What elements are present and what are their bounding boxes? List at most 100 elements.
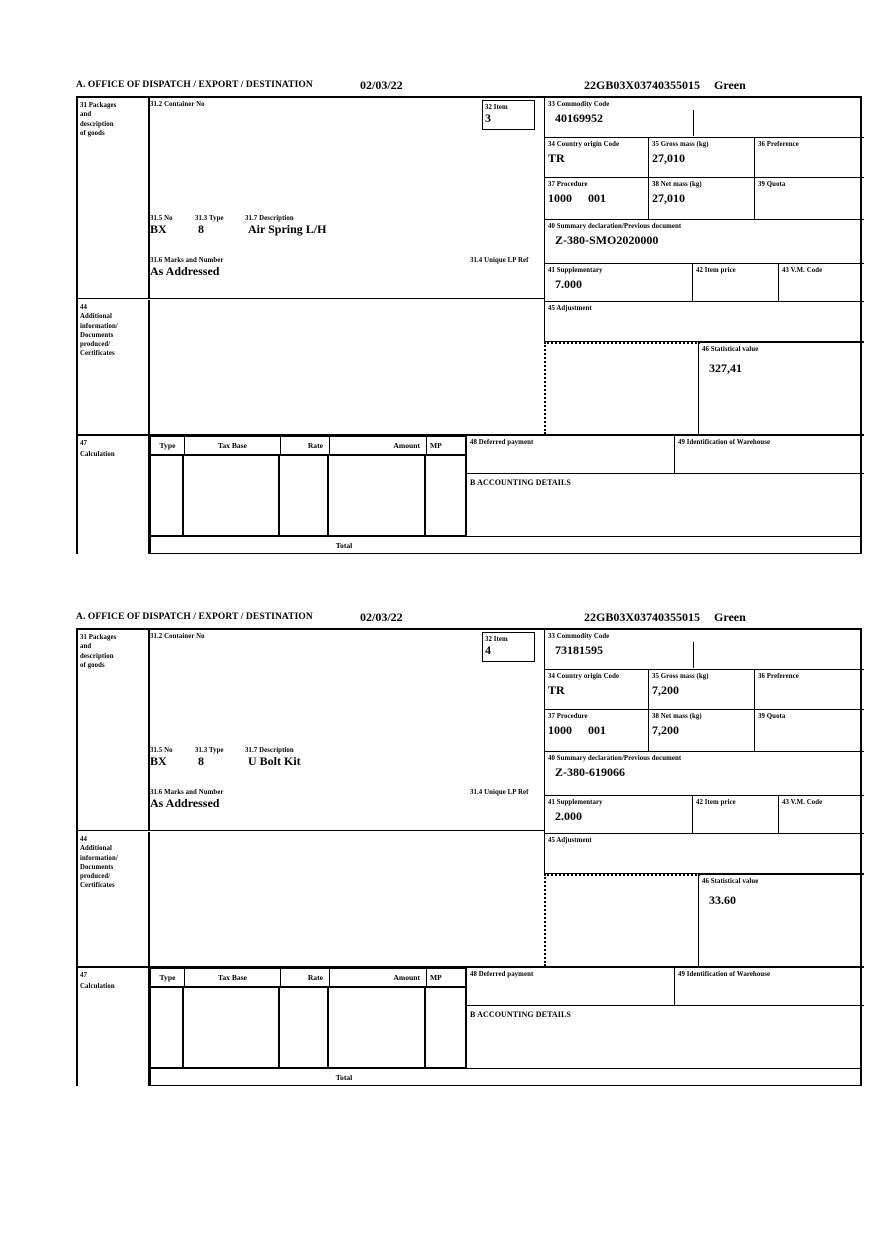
box-33-commodity-code: 33 Commodity Code 40169952 bbox=[544, 98, 864, 138]
box-45-adjustment: 45 Adjustment bbox=[544, 302, 864, 342]
box-47-calculation-table: Type Tax Base Rate Amount MP bbox=[150, 436, 466, 536]
divider-44 bbox=[148, 832, 150, 966]
box-37-procedure: 37 Procedure 1000 001 bbox=[544, 710, 648, 752]
box-37-value-2: 001 bbox=[588, 191, 606, 206]
calc-total-label: Total bbox=[335, 540, 353, 550]
calc-cell-mp[interactable] bbox=[425, 455, 466, 536]
box-45-dotted-top bbox=[544, 342, 700, 344]
calc-cell-rate[interactable] bbox=[279, 987, 328, 1068]
box-39-quota: 39 Quota bbox=[754, 710, 864, 752]
box-33-inner-divider bbox=[693, 110, 694, 136]
box-31-marks-row: 31.6 Marks and Number As Addressed 31.4 … bbox=[150, 789, 529, 810]
declaration-date: 02/03/22 bbox=[360, 610, 403, 624]
box-32-item: 32 Item 3 bbox=[482, 100, 535, 130]
box-31-description-row: 31.5 No BX 31.3 Type 8 31.7 Description … bbox=[150, 747, 301, 768]
mrn-reference: 22GB03X03740355015 Green bbox=[584, 78, 746, 93]
rule-under-31 bbox=[78, 830, 544, 831]
calc-header-row: Type Tax Base Rate Amount MP bbox=[150, 968, 466, 987]
box-33-commodity-code: 33 Commodity Code 73181595 bbox=[544, 630, 864, 670]
box-44-label: 44 Additional information/ Documents pro… bbox=[80, 304, 118, 358]
calc-cell-type[interactable] bbox=[150, 455, 183, 536]
box-41-supplementary: 41 Supplementary 7.000 bbox=[544, 264, 692, 302]
box-33-inner-divider bbox=[693, 642, 694, 668]
box-42-item-price: 42 Item price bbox=[692, 796, 778, 834]
form-header: A. OFFICE OF DISPATCH / EXPORT / DESTINA… bbox=[76, 610, 862, 630]
calc-col-tax-base: Tax Base bbox=[184, 437, 280, 454]
box-46-statistical-value: 46 Statistical value 327,41 bbox=[698, 342, 864, 434]
box-34-country-origin: 34 Country origin Code TR bbox=[544, 138, 648, 178]
box-49-warehouse-id: 49 Identification of Warehouse bbox=[674, 968, 864, 1006]
routing-lane: Green bbox=[714, 78, 746, 92]
box-31-marks-row: 31.6 Marks and Number As Addressed 31.4 … bbox=[150, 257, 529, 278]
box-43-vm-code: 43 V.M. Code bbox=[778, 796, 864, 834]
box-31-label: 31 Packages and description of goods bbox=[80, 102, 117, 137]
calc-col-rate: Rate bbox=[280, 437, 329, 454]
box-36-preference: 36 Preference bbox=[754, 670, 864, 710]
calc-cell-rate[interactable] bbox=[279, 455, 328, 536]
form-body: 31 Packages and description of goods 31.… bbox=[76, 630, 864, 1086]
rule-above-47 bbox=[78, 966, 864, 968]
rule-above-47 bbox=[78, 434, 864, 436]
box-41-supplementary: 41 Supplementary 2.000 bbox=[544, 796, 692, 834]
form-body: 31 Packages and description of goods 31.… bbox=[76, 98, 864, 554]
calc-col-mp: MP bbox=[426, 969, 467, 986]
box-38-net-mass: 38 Net mass (kg) 27,010 bbox=[648, 178, 754, 220]
box-31-2-container: 31.2 Container No bbox=[150, 633, 205, 640]
divider-47 bbox=[148, 436, 150, 554]
box-45-dotted-left bbox=[544, 874, 546, 966]
box-31-label: 31 Packages and description of goods bbox=[80, 634, 117, 669]
box-31-2-container: 31.2 Container No bbox=[150, 101, 205, 108]
box-38-net-mass: 38 Net mass (kg) 7,200 bbox=[648, 710, 754, 752]
divider-31 bbox=[148, 98, 150, 298]
box-37-procedure: 37 Procedure 1000 001 bbox=[544, 178, 648, 220]
office-of-dispatch-label: A. OFFICE OF DISPATCH / EXPORT / DESTINA… bbox=[76, 80, 313, 90]
declaration-date: 02/03/22 bbox=[360, 78, 403, 92]
calc-total-row: Total bbox=[150, 1068, 862, 1086]
box-40-previous-document: 40 Summary declaration/Previous document… bbox=[544, 220, 864, 264]
box-32-item: 32 Item 4 bbox=[482, 632, 535, 662]
box-39-quota: 39 Quota bbox=[754, 178, 864, 220]
box-34-country-origin: 34 Country origin Code TR bbox=[544, 670, 648, 710]
calc-cell-amount[interactable] bbox=[328, 987, 425, 1068]
box-45-dotted-top bbox=[544, 874, 700, 876]
calc-col-mp: MP bbox=[426, 437, 467, 454]
box-b-accounting-details: B ACCOUNTING DETAILS bbox=[466, 1006, 864, 1068]
box-48-deferred-payment: 48 Deferred payment bbox=[466, 968, 674, 1006]
box-36-preference: 36 Preference bbox=[754, 138, 864, 178]
box-b-accounting-details: B ACCOUNTING DETAILS bbox=[466, 474, 864, 536]
sad-form-item-4: A. OFFICE OF DISPATCH / EXPORT / DESTINA… bbox=[76, 610, 864, 1086]
calc-total-row: Total bbox=[150, 536, 862, 554]
box-45-adjustment: 45 Adjustment bbox=[544, 834, 864, 874]
mrn-reference: 22GB03X03740355015 Green bbox=[584, 610, 746, 625]
box-35-gross-mass: 35 Gross mass (kg) 7,200 bbox=[648, 670, 754, 710]
box-48-deferred-payment: 48 Deferred payment bbox=[466, 436, 674, 474]
divider-31 bbox=[148, 630, 150, 830]
divider-47 bbox=[148, 968, 150, 1086]
box-49-warehouse-id: 49 Identification of Warehouse bbox=[674, 436, 864, 474]
calc-col-rate: Rate bbox=[280, 969, 329, 986]
calc-header-row: Type Tax Base Rate Amount MP bbox=[150, 436, 466, 455]
form-header: A. OFFICE OF DISPATCH / EXPORT / DESTINA… bbox=[76, 78, 862, 98]
calc-col-type: Type bbox=[159, 973, 176, 982]
calc-cell-tax-base[interactable] bbox=[183, 455, 279, 536]
box-46-statistical-value: 46 Statistical value 33.60 bbox=[698, 874, 864, 966]
box-37-value-1: 1000 bbox=[548, 723, 572, 738]
calc-col-amount: Amount bbox=[329, 437, 426, 454]
box-47-label: 47 Calculation bbox=[80, 972, 115, 991]
calc-cell-mp[interactable] bbox=[425, 987, 466, 1068]
box-37-value-2: 001 bbox=[588, 723, 606, 738]
calc-cell-tax-base[interactable] bbox=[183, 987, 279, 1068]
calc-col-amount: Amount bbox=[329, 969, 426, 986]
box-44-label: 44 Additional information/ Documents pro… bbox=[80, 836, 118, 890]
rule-under-31 bbox=[78, 298, 544, 299]
calc-cell-type[interactable] bbox=[150, 987, 183, 1068]
box-40-previous-document: 40 Summary declaration/Previous document… bbox=[544, 752, 864, 796]
sad-form-item-3: A. OFFICE OF DISPATCH / EXPORT / DESTINA… bbox=[76, 78, 864, 554]
calc-col-type: Type bbox=[159, 441, 176, 450]
calc-cell-amount[interactable] bbox=[328, 455, 425, 536]
box-47-label: 47 Calculation bbox=[80, 440, 115, 459]
box-45-dotted-left bbox=[544, 342, 546, 434]
box-35-gross-mass: 35 Gross mass (kg) 27,010 bbox=[648, 138, 754, 178]
office-of-dispatch-label: A. OFFICE OF DISPATCH / EXPORT / DESTINA… bbox=[76, 612, 313, 622]
